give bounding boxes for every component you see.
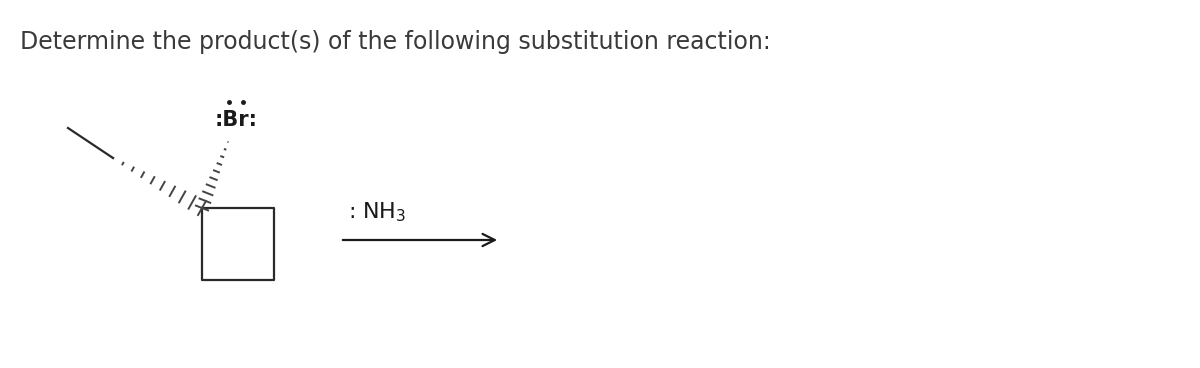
Text: Determine the product(s) of the following substitution reaction:: Determine the product(s) of the followin… (20, 30, 770, 54)
Text: : NH$_3$: : NH$_3$ (348, 200, 406, 224)
Text: :Br:: :Br: (215, 110, 258, 130)
